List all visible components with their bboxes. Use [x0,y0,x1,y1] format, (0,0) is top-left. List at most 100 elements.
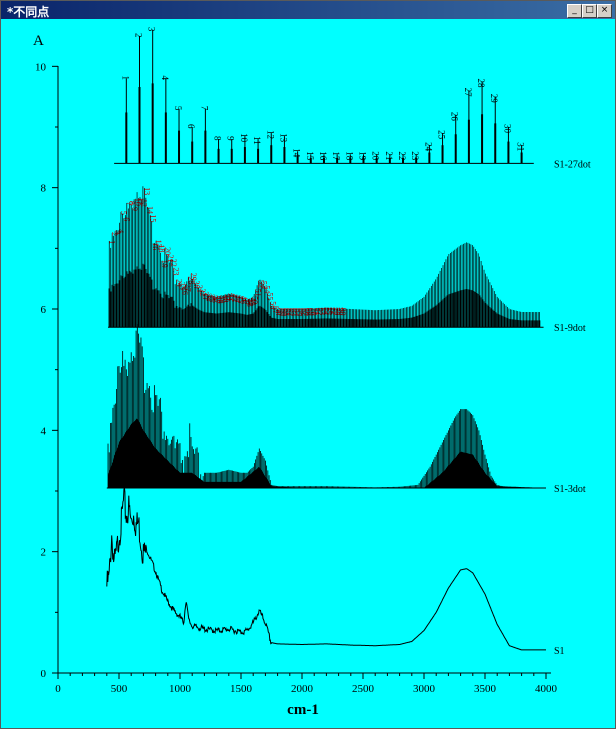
stem-number-label: 56 [268,301,277,309]
stem-number-label: 71 [312,307,321,315]
stem-number-label: 32 [198,289,207,297]
series-s1 [106,487,546,651]
minimize-icon[interactable]: _ [567,4,582,18]
x-tick-label: 0 [55,683,61,695]
stem-number-label: 39 [219,295,228,303]
stem-label: 29 [489,94,499,104]
stem-number-label: 68 [303,308,312,316]
stem-number-label: 59 [277,308,286,316]
stem-label: 10 [239,133,249,143]
stem-label: 11 [252,136,262,145]
stem-number-label: 51 [254,289,263,297]
y-tick-label: 8 [41,183,47,195]
stem-label: 28 [476,78,486,88]
stem-label: 19 [358,151,368,161]
stem-number-label: 1 [107,240,116,244]
stem-number-label: 46 [239,296,248,304]
stem-number-label: 78 [333,307,342,315]
stem-number-label: 30 [192,281,201,289]
stem-number-label: 2 [110,232,119,236]
x-tick-label: 3000 [413,683,436,695]
stem-label: 31 [516,142,526,151]
stem-number-label: 21 [166,255,175,263]
series-s1-9dot: 1234567891011121314151617181920212223242… [107,186,544,328]
stem-number-label: 69 [306,308,315,316]
stem-number-label: 8 [128,201,137,205]
stem-number-label: 37 [213,295,222,303]
stem-label: 25 [437,130,447,140]
stem-number-label: 16 [151,242,160,250]
stem-number-label: 26 [180,287,189,295]
maximize-icon[interactable]: □ [582,4,597,18]
stem-label: 26 [450,112,460,122]
stem-number-label: 40 [221,294,230,302]
stem-number-label: 72 [315,307,324,315]
stem-number-label: 73 [318,307,327,315]
close-icon[interactable]: × [597,4,612,18]
stem-number-label: 55 [265,293,274,301]
stem-number-label: 27 [183,284,192,292]
stem-number-label: 10 [134,198,143,206]
stem-label: 16 [318,151,328,161]
stem-number-label: 49 [248,298,257,306]
stem-number-label: 79 [336,307,345,315]
stem-label: 23 [410,151,420,161]
stem-label: 3 [147,27,157,32]
stem-number-label: 54 [262,285,271,293]
stem-number-label: 14 [145,206,154,214]
title-bar[interactable]: *不同点 _ □ × [1,1,615,19]
x-tick-label: 4000 [535,683,558,695]
stem-number-label: 7 [125,202,134,206]
stem-number-label: 4 [116,229,125,233]
stem-label: 27 [463,88,473,98]
stem-number-label: 12 [139,199,148,207]
stem-number-label: 70 [309,307,318,315]
stem-number-label: 25 [177,282,186,290]
stem-number-label: 13 [142,187,151,195]
stem-label: 20 [371,151,381,161]
y-tick-label: 2 [41,547,47,559]
stem-number-label: 20 [163,247,172,255]
stem-number-label: 3 [113,230,122,234]
stem-number-label: 17 [154,240,163,248]
stem-label: 21 [384,151,394,160]
stem-number-label: 33 [201,291,210,299]
series-label: S1-9dot [554,323,586,334]
stem-number-label: 43 [230,294,239,302]
stem-label: 5 [173,106,183,111]
stem-number-label: 15 [148,214,157,222]
stem-label: 15 [305,151,315,161]
stem-number-label: 22 [169,259,178,267]
stem-label: 6 [186,124,196,129]
stem-label: 12 [265,130,275,139]
stem-number-label: 42 [227,293,236,301]
spectrum-chart: A cm-1 0 500 1000 1500 2000 2500 3000 3500 4000 0… [33,27,591,718]
stem-number-label: 48 [245,299,254,307]
stem-number-label: 53 [259,281,268,289]
y-tick-label: 0 [41,668,47,680]
stem-number-label: 24 [175,279,184,287]
series-label: S1-3dot [554,484,586,495]
stem-label: 8 [213,136,223,141]
stem-label: 13 [278,133,288,143]
stem-number-label: 50 [251,296,260,304]
series-label: S1 [554,646,565,657]
stem-number-label: 31 [195,285,204,293]
stem-number-label: 45 [236,295,245,303]
stem-number-label: 38 [216,296,225,304]
filled-envelope [108,418,546,488]
plot-series: S1S1-3dot1234567891011121314151617181920… [106,27,591,657]
window-title: *不同点 [7,5,50,19]
stem-number-label: 36 [210,295,219,303]
stem-number-label: 62 [286,308,295,316]
stem-number-label: 5 [119,211,128,215]
stem-number-label: 9 [131,207,140,211]
stem-number-label: 74 [321,307,330,315]
stem-number-label: 75 [324,307,333,315]
stem-label: 9 [226,136,236,141]
y-tick-label: 4 [41,425,47,437]
x-tick-label: 500 [111,683,128,695]
